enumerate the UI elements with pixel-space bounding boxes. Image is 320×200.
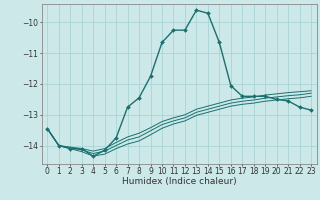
X-axis label: Humidex (Indice chaleur): Humidex (Indice chaleur)	[122, 177, 236, 186]
